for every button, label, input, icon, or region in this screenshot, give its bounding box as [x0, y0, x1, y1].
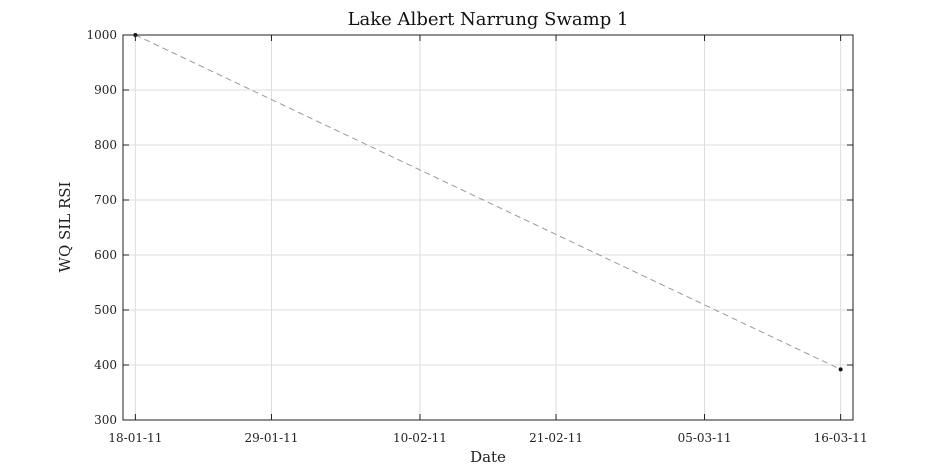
series: [133, 33, 843, 372]
x-axis-title: Date: [470, 448, 506, 466]
y-tick-label: 800: [94, 138, 117, 152]
x-tick-label: 29-01-11: [245, 431, 299, 445]
data-point: [838, 367, 843, 372]
x-tick-label: 21-02-11: [529, 431, 583, 445]
x-tick-label: 16-03-11: [814, 431, 868, 445]
x-tick-label: 10-02-11: [393, 431, 447, 445]
x-tick-label: 05-03-11: [678, 431, 732, 445]
x-tick-label: 18-01-11: [108, 431, 162, 445]
y-tick-label: 300: [94, 413, 117, 427]
y-tick-label: 900: [94, 83, 117, 97]
y-tick-label: 400: [94, 358, 117, 372]
y-axis-title: WQ SIL RSI: [56, 181, 74, 272]
plot-frame: [122, 34, 854, 421]
ticks: 300 400 500 600 700 800 900 1000 18-01-11 29-01-1…: [86, 28, 867, 445]
y-tick-label: 500: [94, 303, 117, 317]
series-line: [135, 34, 841, 370]
y-tick-label: 1000: [86, 28, 117, 42]
y-tick-label: 600: [94, 248, 117, 262]
chart-title: Lake Albert Narrung Swamp 1: [348, 9, 629, 30]
y-tick-label: 700: [94, 193, 117, 207]
grid: [123, 34, 853, 421]
